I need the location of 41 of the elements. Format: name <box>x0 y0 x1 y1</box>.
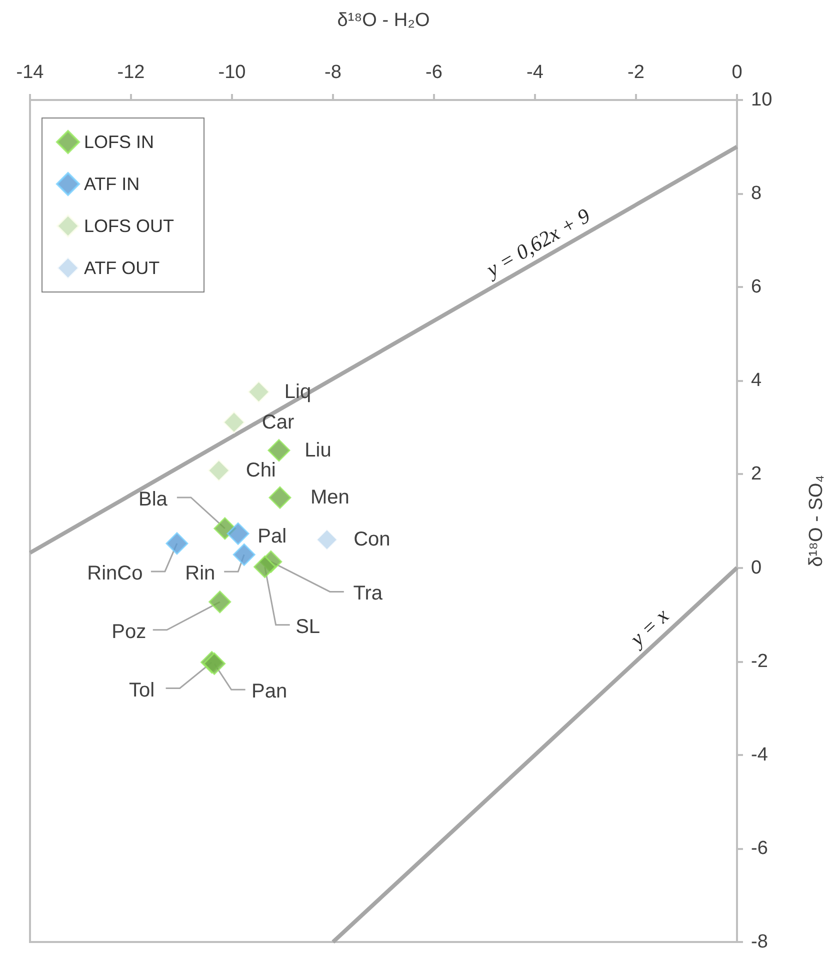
annotation: Men <box>310 486 350 509</box>
annotation: Car <box>262 411 294 434</box>
x-tick-label: 0 <box>732 62 742 83</box>
y-tick-label: 6 <box>751 276 762 298</box>
x-tick-label: -10 <box>218 62 246 83</box>
annotation: Poz <box>112 620 146 643</box>
x-tick-label: -6 <box>426 62 442 83</box>
annotation: Liq <box>284 380 312 403</box>
annotation: Liu <box>304 439 332 462</box>
y-tick-label: -4 <box>751 744 768 766</box>
legend-label: ATF IN <box>84 174 140 194</box>
legend-label: LOFS OUT <box>84 216 174 236</box>
annotation: RinCo <box>87 562 143 584</box>
y-tick-label: 0 <box>751 557 762 578</box>
x-tick-label: -12 <box>117 62 145 83</box>
y-axis-title: δ¹⁸O - SO₄ <box>806 474 827 567</box>
annotation: Tol <box>129 679 155 702</box>
annotation: Bla <box>138 488 168 510</box>
x-tick-label: -4 <box>526 62 544 83</box>
annotation: Rin <box>185 562 216 585</box>
y-tick-label: -6 <box>751 838 768 859</box>
x-tick-label: -2 <box>628 62 644 83</box>
y-tick-label: -2 <box>751 650 768 672</box>
annotation: y = x <box>624 603 674 652</box>
annotation: Pal <box>258 526 287 548</box>
legend-label: LOFS IN <box>84 132 154 152</box>
x-tick-label: -8 <box>324 62 342 83</box>
annotation: SL <box>296 616 320 638</box>
annotation: y = 0,62x + 9 <box>480 203 594 283</box>
y-tick-label: -8 <box>751 932 768 952</box>
annotation: Chi <box>246 459 276 482</box>
annotation: Con <box>354 528 390 551</box>
y-tick-label: 8 <box>751 183 762 204</box>
y-tick-label: 10 <box>751 90 772 110</box>
y-tick-label: 2 <box>751 464 762 485</box>
annotation: Pan <box>252 680 288 703</box>
x-axis-title: δ¹⁸O - H₂O <box>337 10 430 31</box>
x-tick-label: -14 <box>16 62 44 83</box>
annotation: Tra <box>353 582 384 605</box>
legend-label: ATF OUT <box>84 258 160 278</box>
y-tick-label: 4 <box>751 370 762 392</box>
